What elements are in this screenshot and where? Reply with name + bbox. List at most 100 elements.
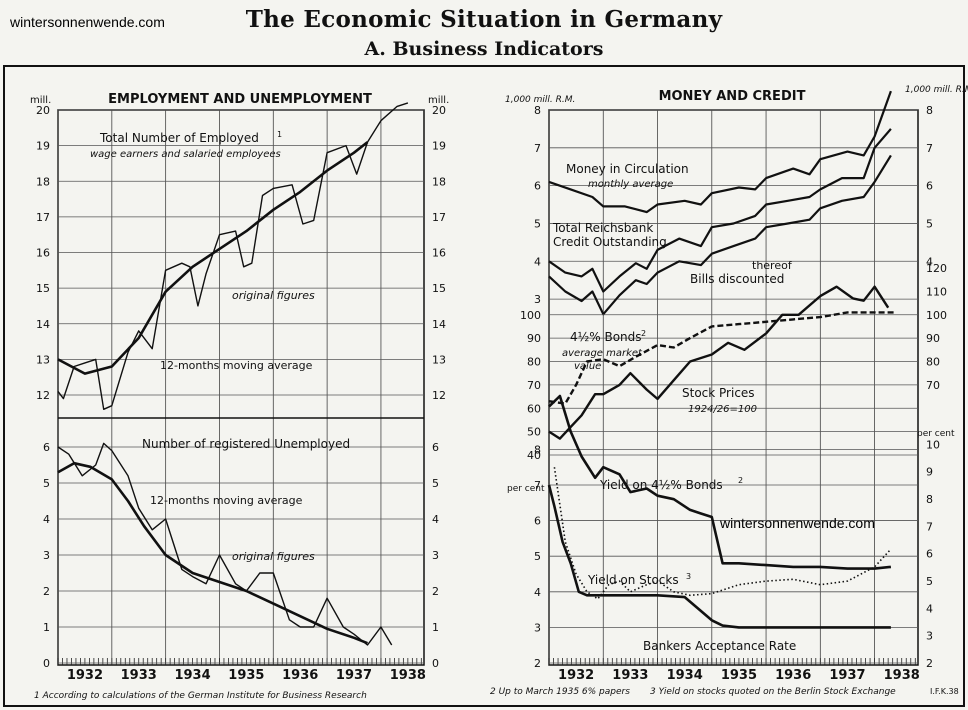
money-right-tick-label: 4 <box>926 255 933 268</box>
prices-right-tick-label: 70 <box>926 379 940 392</box>
yield-right-tick-label: 8 <box>926 493 933 506</box>
prices-right-tick-label: 90 <box>926 332 940 345</box>
unemployment-left-tick-label: 6 <box>43 441 50 454</box>
yield-left-tick-label: 5 <box>534 550 541 563</box>
yield-right-tick-label: 3 <box>926 630 933 643</box>
unemployed-label: Number of registered Unemployed <box>142 437 350 451</box>
employed-label: Total Number of Employed <box>99 131 259 145</box>
footnote-right-1: 2 Up to March 1935 6% papers <box>490 687 630 697</box>
unemployment-left-tick-label: 2 <box>43 585 50 598</box>
unemployment-moving-label: 12-months moving average <box>150 494 303 507</box>
bonds-note-2: value <box>574 361 601 372</box>
prices-series-0 <box>548 311 897 405</box>
employed-note: wage earners and salaried employees <box>90 149 281 160</box>
unemployment-right-tick-label: 4 <box>432 513 439 526</box>
prices-left-tick-label: 60 <box>527 402 541 415</box>
employment-left-tick-label: 16 <box>36 247 50 260</box>
prices-left-tick-label: 100 <box>520 309 541 322</box>
credit-label-1: Total Reichsbank <box>552 221 653 235</box>
money-label: Money in Circulation <box>566 162 689 176</box>
employment-right-tick-label: 12 <box>432 389 446 402</box>
bond-yield-sup: 2 <box>738 476 743 485</box>
employment-left-tick-label: 20 <box>36 104 50 117</box>
yield-right-tick-label: 2 <box>926 657 933 670</box>
footnote-right-3: 3 Yield on stocks quoted on the Berlin S… <box>650 687 896 697</box>
money-unit-left: 1,000 mill. R.M. <box>505 95 575 105</box>
prices-right-tick-label: 80 <box>926 356 940 369</box>
yield-series-2 <box>547 484 891 629</box>
acceptance-label: Bankers Acceptance Rate <box>643 639 796 653</box>
yield-unit-left: per cent <box>507 484 545 494</box>
money-series-0 <box>548 90 892 214</box>
money-right-tick-label: 8 <box>926 104 933 117</box>
left-year-label: 1936 <box>282 668 318 683</box>
yield-right-tick-label: 6 <box>926 548 933 561</box>
bond-yield-label: Yield on 4½% Bonds <box>599 478 723 492</box>
employment-right-tick-label: 17 <box>432 211 446 224</box>
bonds-label: 4½% Bonds <box>570 330 642 344</box>
yield-series-1 <box>553 467 892 600</box>
unemployment-right-tick-label: 6 <box>432 441 439 454</box>
outer-frame <box>3 65 965 707</box>
page-title: The Economic Situation in Germany <box>245 6 723 33</box>
stocks-note: 1924/26=100 <box>688 404 757 415</box>
employment-left-tick-label: 15 <box>36 282 50 295</box>
money-left-tick-label: 5 <box>534 217 541 230</box>
employment-unit-right: mill. <box>428 95 449 106</box>
unemployment-right-tick-label: 1 <box>432 621 439 634</box>
prices-series-1 <box>548 285 890 440</box>
money-left-tick-label: 8 <box>534 104 541 117</box>
employment-moving-label: 12-months moving average <box>160 359 313 372</box>
employment-right-tick-label: 15 <box>432 282 446 295</box>
yield-left-tick-label: 2 <box>534 657 541 670</box>
left-panel-frame <box>57 109 425 666</box>
yield-left-tick-label: 6 <box>534 515 541 528</box>
watermark-top: wintersonnenwende.com <box>10 14 165 30</box>
prices-left-tick-label: 40 <box>527 449 541 462</box>
employment-left-tick-label: 19 <box>36 140 50 153</box>
left-year-label: 1933 <box>121 668 157 683</box>
unemployment-left-tick-label: 3 <box>43 549 50 562</box>
money-left-tick-label: 7 <box>534 142 541 155</box>
left-year-label: 1937 <box>336 668 372 683</box>
employment-left-tick-label: 18 <box>36 175 50 188</box>
prices-left-tick-label: 90 <box>527 332 541 345</box>
stock-yield-sup: 3 <box>686 572 691 581</box>
yield-right-tick-label: 7 <box>926 520 933 533</box>
right-year-label: 1932 <box>558 668 594 683</box>
bonds-note-1: average market <box>562 348 643 359</box>
left-year-label: 1932 <box>67 668 103 683</box>
yield-unit-right: per cent <box>917 429 955 439</box>
yield-right-tick-label: 4 <box>926 602 933 615</box>
footnote-mark: I.F.K.38 <box>930 687 959 696</box>
unemployment-series-0 <box>57 442 393 646</box>
money-left-tick-label: 6 <box>534 180 541 193</box>
employed-sup: 1 <box>277 130 282 139</box>
watermark-middle: wintersonnenwende.com <box>720 515 875 531</box>
yield-left-tick-label: 3 <box>534 621 541 634</box>
yield-right-tick-label: 9 <box>926 466 933 479</box>
unemployment-right-tick-label: 2 <box>432 585 439 598</box>
money-unit-right: 1,000 mill. R.M. <box>905 85 968 95</box>
prices-right-tick-label: 110 <box>926 285 947 298</box>
employment-unit-left: mill. <box>30 95 51 106</box>
money-left-tick-label: 4 <box>534 255 541 268</box>
employment-right-tick-label: 19 <box>432 140 446 153</box>
unemployment-right-tick-label: 3 <box>432 549 439 562</box>
footnote-left: 1 According to calculations of the Germa… <box>34 691 367 701</box>
bonds-sup: 2 <box>641 329 646 338</box>
bills-label: Bills discounted <box>690 272 784 286</box>
unemployment-left-tick-label: 4 <box>43 513 50 526</box>
employment-right-tick-label: 13 <box>432 353 446 366</box>
prices-left-tick-label: 70 <box>527 379 541 392</box>
right-year-label: 1933 <box>612 668 648 683</box>
unemployment-original-label: original figures <box>232 550 315 563</box>
money-series-1 <box>548 128 892 293</box>
employment-left-tick-label: 14 <box>36 318 50 331</box>
employment-right-tick-label: 16 <box>432 247 446 260</box>
prices-left-tick-label: 50 <box>527 426 541 439</box>
employment-panel-title: EMPLOYMENT AND UNEMPLOYMENT <box>108 92 372 107</box>
right-year-label: 1934 <box>667 668 703 683</box>
prices-right-tick-label: 100 <box>926 309 947 322</box>
thereof-label: thereof <box>752 259 793 272</box>
